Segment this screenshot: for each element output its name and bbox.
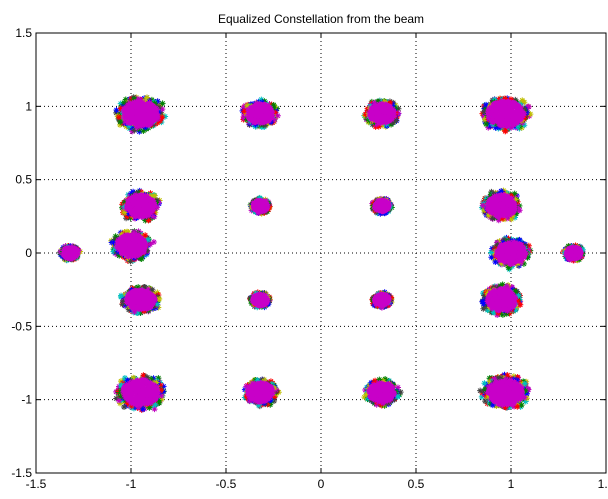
data-point xyxy=(119,243,125,249)
data-point xyxy=(487,111,493,117)
data-point xyxy=(373,109,379,115)
data-point xyxy=(264,114,270,120)
data-point xyxy=(490,102,496,108)
data-point xyxy=(118,293,124,299)
data-point xyxy=(117,119,123,125)
data-point xyxy=(275,113,281,119)
data-point xyxy=(521,253,527,259)
data-point xyxy=(495,117,501,123)
data-point xyxy=(257,120,263,126)
data-point xyxy=(135,99,141,105)
chart-title: Equalized Constellation from the beam xyxy=(218,12,424,26)
data-point xyxy=(115,238,121,244)
data-point xyxy=(503,100,509,106)
data-point xyxy=(512,246,518,252)
data-point xyxy=(520,110,526,116)
data-point xyxy=(514,114,520,120)
data-point xyxy=(501,257,507,263)
data-point xyxy=(518,247,524,253)
data-point xyxy=(121,109,127,115)
data-point xyxy=(515,103,521,109)
data-point xyxy=(125,238,131,244)
data-point xyxy=(519,97,525,103)
data-point xyxy=(135,119,141,125)
data-point xyxy=(114,107,120,113)
data-point xyxy=(73,250,79,256)
data-point xyxy=(389,114,395,120)
data-point xyxy=(516,253,522,259)
data-point xyxy=(128,250,134,256)
data-point xyxy=(514,120,520,126)
data-point xyxy=(488,249,494,255)
data-point xyxy=(259,109,265,115)
data-point xyxy=(136,196,142,202)
data-point xyxy=(508,108,514,114)
